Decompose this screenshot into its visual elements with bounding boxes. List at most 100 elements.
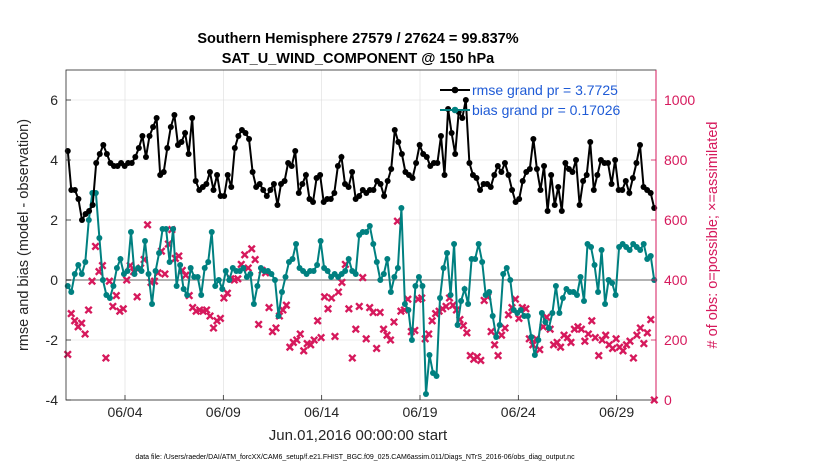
rmse-point bbox=[633, 160, 640, 166]
obs-assimilated-marker bbox=[591, 333, 600, 342]
y2-tick-label: 400 bbox=[664, 272, 688, 288]
rmse-point bbox=[203, 181, 210, 187]
bias-point bbox=[156, 250, 163, 256]
rmse-point bbox=[509, 187, 516, 193]
obs-marker-stroke bbox=[393, 217, 402, 226]
chart-title: Southern Hemisphere 27579 / 27624 = 99.8… bbox=[197, 31, 518, 47]
obs-marker-stroke bbox=[77, 319, 86, 328]
rmse-point bbox=[541, 163, 548, 169]
obs-assimilated-marker bbox=[476, 356, 485, 365]
y2-tick-label: 800 bbox=[664, 152, 688, 168]
obs-assimilated-marker bbox=[299, 346, 308, 355]
obs-assimilated-marker bbox=[580, 337, 589, 346]
bias-point bbox=[577, 274, 584, 280]
rmse-point bbox=[395, 139, 402, 145]
rmse-point bbox=[345, 184, 352, 190]
rmse-point bbox=[167, 124, 174, 130]
obs-markers bbox=[63, 217, 659, 405]
rmse-point bbox=[573, 157, 580, 163]
bias-point bbox=[324, 268, 331, 274]
obs-marker-stroke bbox=[428, 316, 437, 325]
obs-assimilated-marker bbox=[264, 303, 274, 312]
obs-marker-stroke bbox=[313, 316, 322, 325]
obs-assimilated-marker bbox=[202, 305, 211, 315]
bias-point bbox=[556, 310, 563, 316]
bias-point bbox=[99, 277, 106, 283]
obs-marker-stroke bbox=[389, 317, 399, 327]
bias-point bbox=[535, 337, 542, 343]
rmse-point bbox=[235, 133, 242, 139]
obs-marker-stroke bbox=[504, 310, 513, 319]
rmse-point bbox=[477, 187, 484, 193]
obs-assimilated-marker bbox=[636, 323, 645, 333]
obs-assimilated-marker bbox=[504, 310, 513, 319]
rmse-point bbox=[416, 142, 423, 148]
obs-marker-stroke bbox=[500, 323, 510, 333]
rmse-point bbox=[548, 172, 555, 178]
obs-marker-stroke bbox=[487, 327, 496, 336]
obs-assimilated-marker bbox=[327, 293, 336, 303]
bias-point bbox=[215, 277, 222, 283]
bias-point bbox=[289, 256, 296, 262]
obs-assimilated-marker bbox=[643, 328, 652, 337]
obs-assimilated-marker bbox=[424, 329, 433, 339]
rmse-point bbox=[221, 193, 228, 199]
rmse-point bbox=[377, 181, 384, 187]
bias-point bbox=[219, 286, 226, 292]
bias-point bbox=[212, 283, 219, 289]
bias-point bbox=[377, 277, 384, 283]
rmse-point bbox=[491, 172, 498, 178]
bias-point bbox=[387, 289, 394, 295]
legend-rmse-label: rmse grand pr = 3.7725 bbox=[472, 82, 618, 98]
obs-assimilated-marker bbox=[67, 309, 76, 318]
rmse-point bbox=[530, 136, 537, 142]
rmse-point bbox=[448, 130, 455, 136]
bias-point bbox=[149, 301, 156, 307]
rmse-point bbox=[569, 169, 576, 175]
rmse-point bbox=[349, 169, 356, 175]
obs-marker-stroke bbox=[462, 328, 471, 337]
obs-marker-stroke bbox=[424, 329, 433, 339]
rmse-point bbox=[637, 142, 644, 148]
obs-marker-stroke bbox=[122, 275, 131, 285]
bias-point bbox=[489, 313, 496, 319]
bias-point bbox=[493, 334, 500, 340]
bias-point bbox=[647, 253, 654, 259]
rmse-point bbox=[612, 157, 619, 163]
bias-point bbox=[345, 256, 352, 262]
bias-point bbox=[602, 301, 609, 307]
rmse-point bbox=[370, 187, 377, 193]
obs-assimilated-marker bbox=[320, 292, 329, 301]
rmse-point bbox=[501, 160, 508, 166]
obs-assimilated-marker bbox=[133, 292, 142, 301]
bias-point bbox=[201, 265, 208, 271]
bias-point bbox=[127, 229, 134, 235]
obs-assimilated-marker bbox=[181, 271, 190, 280]
rmse-series-line bbox=[66, 99, 656, 223]
bias-point bbox=[447, 292, 454, 298]
obs-marker-stroke bbox=[494, 351, 503, 360]
y-tick-label: -2 bbox=[46, 332, 59, 348]
bias-point bbox=[500, 271, 507, 277]
bias-point bbox=[640, 241, 647, 247]
bias-point bbox=[170, 226, 177, 232]
obs-assimilated-marker bbox=[521, 304, 530, 313]
rmse-point bbox=[89, 202, 96, 208]
obs-marker-stroke bbox=[625, 337, 635, 346]
obs-marker-stroke bbox=[303, 339, 312, 348]
obs-assimilated-marker bbox=[334, 287, 343, 297]
bias-point bbox=[405, 307, 412, 313]
bias-point bbox=[293, 241, 300, 247]
rmse-point bbox=[381, 193, 388, 199]
bias-point bbox=[496, 322, 503, 328]
obs-marker-stroke bbox=[195, 305, 204, 315]
rmse-point bbox=[452, 151, 459, 157]
obs-marker-stroke bbox=[553, 338, 562, 347]
obs-marker-stroke bbox=[327, 293, 336, 303]
rmse-point bbox=[626, 190, 633, 196]
obs-marker-stroke bbox=[358, 273, 367, 282]
obs-marker-stroke bbox=[577, 325, 586, 334]
rmse-point bbox=[146, 133, 153, 139]
bias-point bbox=[352, 271, 359, 277]
obs-marker-stroke bbox=[448, 301, 458, 310]
